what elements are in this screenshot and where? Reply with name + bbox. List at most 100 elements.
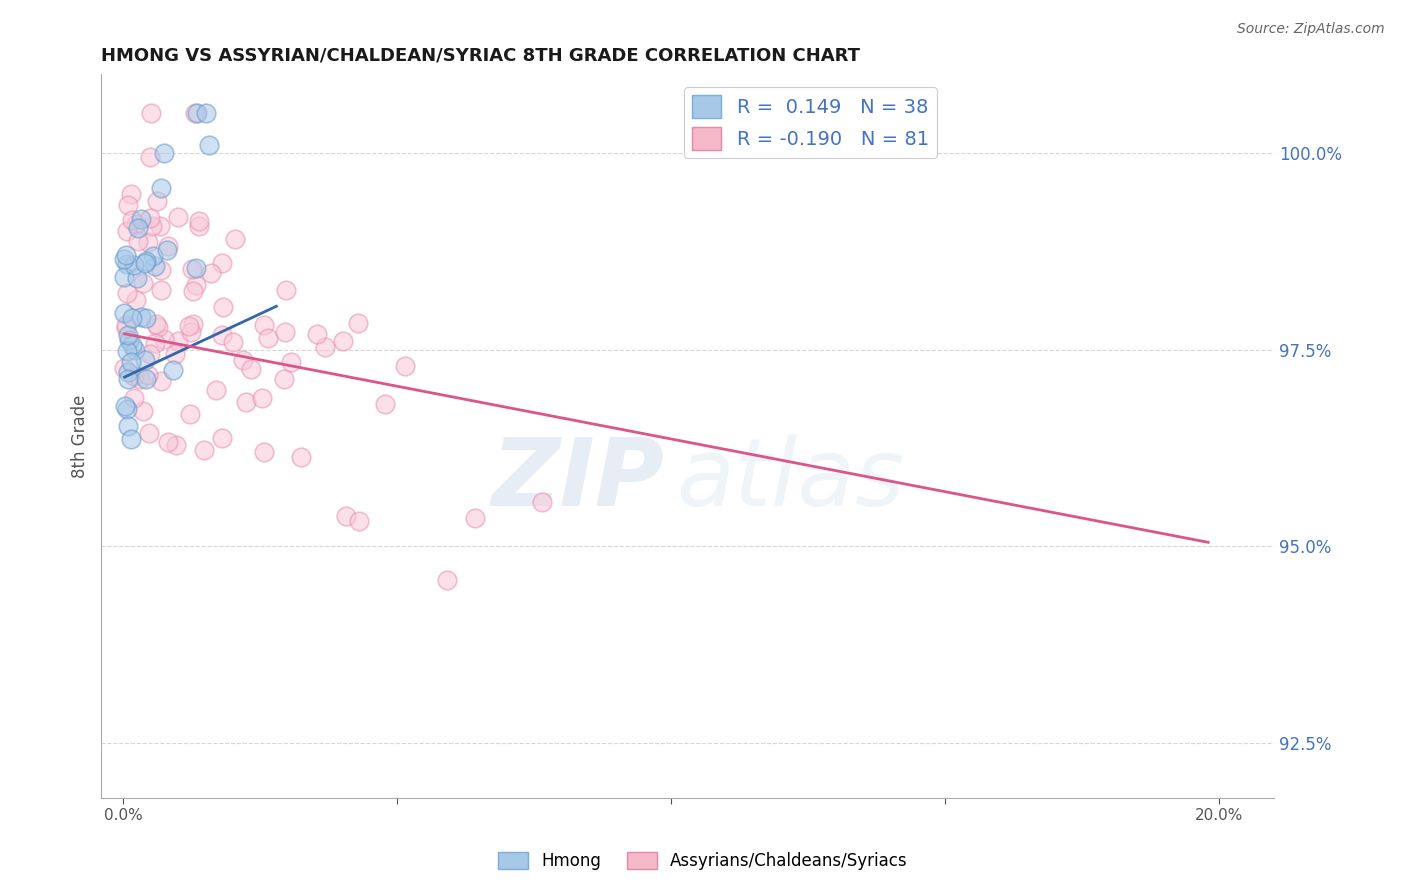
Point bbox=[148, 319, 170, 334]
Point bbox=[127, 220, 149, 235]
Point bbox=[122, 258, 145, 272]
Text: ZIP: ZIP bbox=[491, 434, 664, 525]
Point bbox=[112, 361, 135, 376]
Text: Source: ZipAtlas.com: Source: ZipAtlas.com bbox=[1237, 22, 1385, 37]
Point bbox=[139, 150, 162, 164]
Point bbox=[149, 181, 172, 195]
Point bbox=[253, 445, 276, 459]
Point bbox=[436, 573, 458, 587]
Point bbox=[145, 260, 167, 274]
Point bbox=[186, 260, 208, 275]
Point bbox=[112, 270, 135, 285]
Point bbox=[141, 106, 163, 120]
Point bbox=[184, 106, 207, 120]
Text: HMONG VS ASSYRIAN/CHALDEAN/SYRIAC 8TH GRADE CORRELATION CHART: HMONG VS ASSYRIAN/CHALDEAN/SYRIAC 8TH GR… bbox=[101, 46, 860, 64]
Point bbox=[165, 438, 187, 452]
Point bbox=[211, 301, 233, 315]
Point bbox=[222, 334, 245, 349]
Point bbox=[115, 224, 138, 238]
Point bbox=[152, 332, 174, 346]
Point bbox=[156, 244, 179, 258]
Point bbox=[165, 346, 187, 360]
Point bbox=[394, 359, 416, 373]
Point bbox=[274, 283, 297, 297]
Point bbox=[131, 211, 153, 226]
Point bbox=[114, 399, 136, 413]
Point bbox=[150, 283, 173, 297]
Point bbox=[240, 362, 263, 376]
Point bbox=[132, 403, 155, 417]
Point bbox=[152, 145, 174, 160]
Point bbox=[120, 432, 142, 446]
Point bbox=[117, 365, 139, 379]
Point bbox=[180, 325, 202, 339]
Point bbox=[132, 276, 155, 290]
Point bbox=[145, 317, 167, 331]
Point bbox=[135, 311, 157, 326]
Point bbox=[117, 198, 139, 212]
Point bbox=[198, 137, 221, 152]
Point bbox=[280, 355, 302, 369]
Point bbox=[335, 509, 357, 524]
Point bbox=[186, 106, 208, 120]
Point bbox=[250, 391, 273, 405]
Point bbox=[307, 326, 329, 341]
Legend: R =  0.149   N = 38, R = -0.190   N = 81: R = 0.149 N = 38, R = -0.190 N = 81 bbox=[685, 87, 936, 158]
Point bbox=[115, 257, 138, 271]
Point bbox=[121, 338, 143, 352]
Point bbox=[149, 219, 172, 233]
Point bbox=[121, 213, 143, 227]
Point bbox=[117, 418, 139, 433]
Point bbox=[138, 426, 160, 441]
Point bbox=[162, 362, 184, 376]
Point bbox=[112, 252, 135, 267]
Legend: Hmong, Assyrians/Chaldeans/Syriacs: Hmong, Assyrians/Chaldeans/Syriacs bbox=[492, 845, 914, 877]
Point bbox=[235, 395, 257, 409]
Point bbox=[464, 510, 486, 524]
Point bbox=[290, 450, 312, 464]
Point bbox=[129, 371, 152, 385]
Point bbox=[181, 284, 204, 298]
Point bbox=[253, 318, 276, 333]
Point bbox=[135, 253, 157, 268]
Point bbox=[195, 106, 218, 120]
Point bbox=[114, 247, 136, 261]
Point bbox=[273, 372, 295, 386]
Point bbox=[117, 372, 139, 386]
Point bbox=[142, 249, 165, 263]
Point bbox=[138, 235, 160, 249]
Point bbox=[115, 318, 138, 333]
Text: atlas: atlas bbox=[676, 434, 904, 525]
Point bbox=[141, 219, 163, 233]
Point bbox=[374, 397, 396, 411]
Point bbox=[114, 306, 136, 320]
Point bbox=[204, 384, 226, 398]
Point bbox=[149, 375, 172, 389]
Point bbox=[224, 231, 246, 245]
Point bbox=[122, 369, 145, 384]
Point bbox=[145, 194, 167, 209]
Point bbox=[134, 353, 156, 368]
Point bbox=[530, 495, 553, 509]
Point bbox=[274, 325, 297, 339]
Point bbox=[193, 442, 215, 457]
Point bbox=[124, 343, 146, 358]
Point bbox=[167, 211, 190, 225]
Point bbox=[183, 318, 205, 332]
Point bbox=[117, 327, 139, 342]
Point bbox=[124, 293, 146, 307]
Point bbox=[200, 266, 222, 280]
Point bbox=[114, 320, 136, 334]
Point bbox=[179, 407, 201, 421]
Point bbox=[124, 218, 146, 232]
Point bbox=[347, 316, 370, 330]
Point bbox=[121, 310, 143, 325]
Point bbox=[156, 435, 179, 450]
Point bbox=[167, 334, 190, 349]
Point bbox=[134, 256, 156, 270]
Point bbox=[120, 187, 142, 202]
Point bbox=[124, 391, 146, 405]
Point bbox=[157, 238, 180, 252]
Point bbox=[135, 372, 157, 386]
Point bbox=[184, 277, 207, 292]
